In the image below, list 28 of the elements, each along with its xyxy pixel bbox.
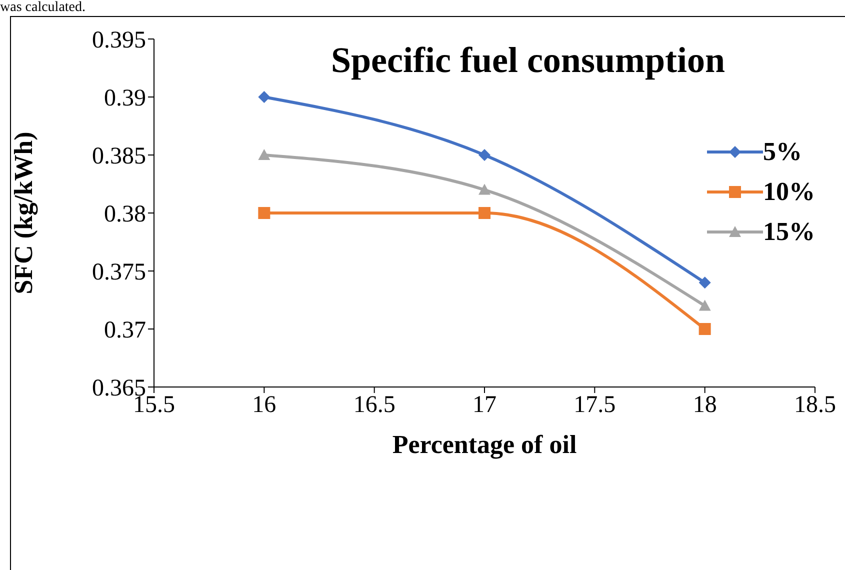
x-axis-title: Percentage of oil — [392, 430, 577, 459]
y-tick-label: 0.385 — [92, 144, 146, 170]
point — [258, 207, 270, 219]
point — [478, 184, 490, 195]
point — [698, 300, 711, 311]
y-axis-title: SFC (kg/kWh) — [9, 132, 38, 294]
legend-label: 10% — [763, 177, 815, 207]
text: was calculated. — [0, 0, 86, 16]
x-tick-label: 17.5 — [574, 392, 616, 418]
y-tick-label: 0.37 — [104, 318, 146, 344]
y-tick-label: 0.375 — [92, 260, 146, 286]
legend-label: 5% — [763, 137, 802, 167]
legend-label: 15% — [763, 217, 815, 247]
x-tick-label: 16.5 — [353, 392, 396, 418]
y-tick-label: 0.395 — [92, 28, 146, 54]
point — [698, 276, 711, 289]
point — [258, 91, 270, 103]
x-tick-label: 16 — [252, 392, 276, 418]
point — [698, 323, 711, 335]
point — [478, 207, 490, 219]
chart-title: Specific fuel consumption — [330, 39, 726, 81]
x-tick-label: 18.5 — [794, 392, 836, 418]
point — [478, 149, 490, 161]
x-tick-label: 17 — [472, 392, 496, 418]
y-tick-label: 0.38 — [104, 202, 146, 228]
y-tick-label: 0.39 — [104, 86, 146, 112]
x-tick-label: 18 — [692, 392, 717, 418]
point — [258, 149, 270, 160]
